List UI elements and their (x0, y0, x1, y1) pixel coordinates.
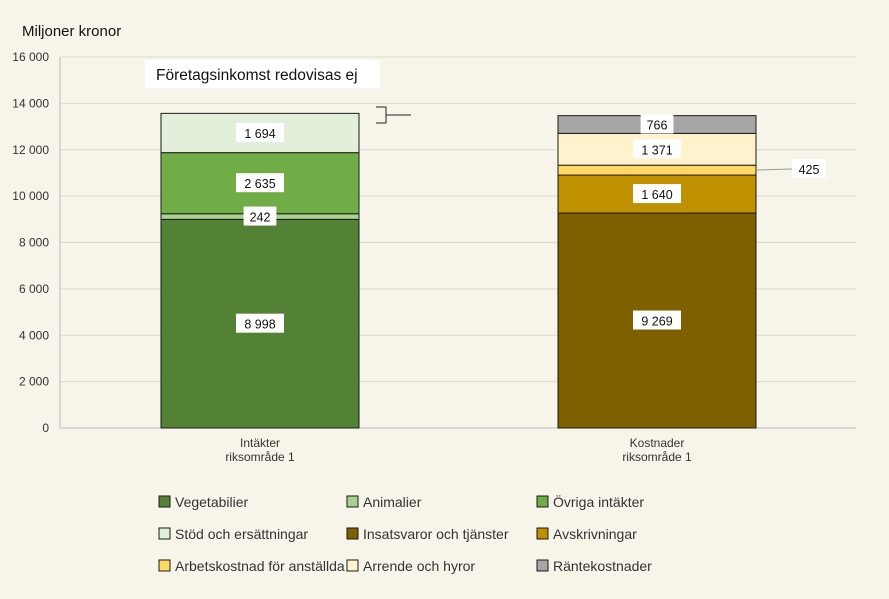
legend-label: Arrende och hyror (363, 558, 475, 574)
bar-segment (557, 164, 757, 176)
data-label-box (792, 159, 826, 178)
legend-item: Vegetabilier (158, 494, 249, 510)
annotation-group: Företagsinkomst redovisas ej (145, 60, 411, 124)
data-label: 1 640 (641, 188, 672, 202)
legend-label: Räntekostnader (553, 558, 652, 574)
data-label: 1 371 (641, 143, 672, 157)
data-label: 2 635 (244, 177, 275, 191)
x-category-label: riksområde 1 (622, 450, 692, 464)
legend-item: Arbetskostnad för anställda (158, 558, 345, 574)
legend-label: Arbetskostnad för anställda (175, 558, 345, 574)
legend-swatch (346, 527, 359, 540)
data-label-box (236, 123, 284, 143)
y-axis-title: Miljoner kronor (22, 23, 121, 40)
data-label: 766 (647, 119, 668, 133)
legend-item: Insatsvaror och tjänster (346, 526, 509, 542)
legend-label: Övriga intäkter (553, 493, 644, 510)
data-label-box (243, 206, 277, 226)
y-tick-label: 12 000 (12, 143, 49, 157)
data-label-box (633, 310, 681, 330)
legend-swatch (346, 559, 359, 572)
annotation-bracket (376, 106, 411, 124)
y-tick-label: 8 000 (19, 236, 49, 250)
legend-label: Vegetabilier (175, 494, 249, 510)
y-tick-label: 2 000 (19, 375, 49, 389)
data-label-box (236, 313, 284, 333)
legend-item: Övriga intäkter (536, 493, 644, 510)
x-category-label: Intäkter (240, 436, 280, 450)
y-tick-label: 16 000 (12, 50, 49, 64)
legend-swatch (536, 527, 549, 540)
data-label: 8 998 (244, 318, 275, 332)
y-tick-label: 10 000 (12, 189, 49, 203)
data-label-box (236, 173, 284, 193)
bars (160, 112, 757, 429)
legend-label: Insatsvaror och tjänster (363, 526, 509, 542)
data-label-box (633, 139, 681, 159)
x-category-label: riksområde 1 (225, 450, 295, 464)
legend-swatch (536, 495, 549, 508)
x-category-label: Kostnader (630, 436, 685, 450)
data-label-box (640, 114, 674, 134)
legend-swatch (158, 527, 171, 540)
data-label: 242 (250, 211, 271, 225)
annotation-text: Företagsinkomst redovisas ej (156, 67, 358, 84)
legend-swatch (536, 559, 549, 572)
legend-item: Stöd och ersättningar (158, 526, 308, 542)
legend: Vegetabilier Animalier Övriga intäkter Stöd… (158, 493, 652, 574)
data-label: 9 269 (641, 315, 672, 329)
legend-swatch (158, 495, 171, 508)
legend-label: Stöd och ersättningar (175, 526, 308, 542)
legend-item: Arrende och hyror (346, 558, 475, 574)
y-tick-label: 4 000 (19, 328, 49, 342)
legend-item: Räntekostnader (536, 558, 652, 574)
y-tick-label: 14 000 (12, 96, 49, 110)
y-axis-ticks: 0 2 000 4 000 6 000 8 000 10 000 12 000 14 000 1… (12, 50, 49, 435)
legend-swatch (346, 495, 359, 508)
y-tick-label: 0 (42, 421, 49, 435)
data-labels: 8 998 242 2 635 1 694 9 269 1 640 425 1 371 766 (236, 114, 826, 333)
legend-item: Avskrivningar (536, 526, 637, 542)
legend-swatch (158, 559, 171, 572)
annotation-box (145, 60, 380, 88)
legend-item: Animalier (346, 494, 422, 510)
data-label: 1 694 (244, 127, 275, 141)
data-label: 425 (799, 163, 820, 177)
data-label-box (633, 184, 681, 204)
label-leader-line (755, 168, 793, 171)
legend-label: Avskrivningar (553, 526, 637, 542)
legend-label: Animalier (363, 494, 422, 510)
y-tick-label: 6 000 (19, 282, 49, 296)
